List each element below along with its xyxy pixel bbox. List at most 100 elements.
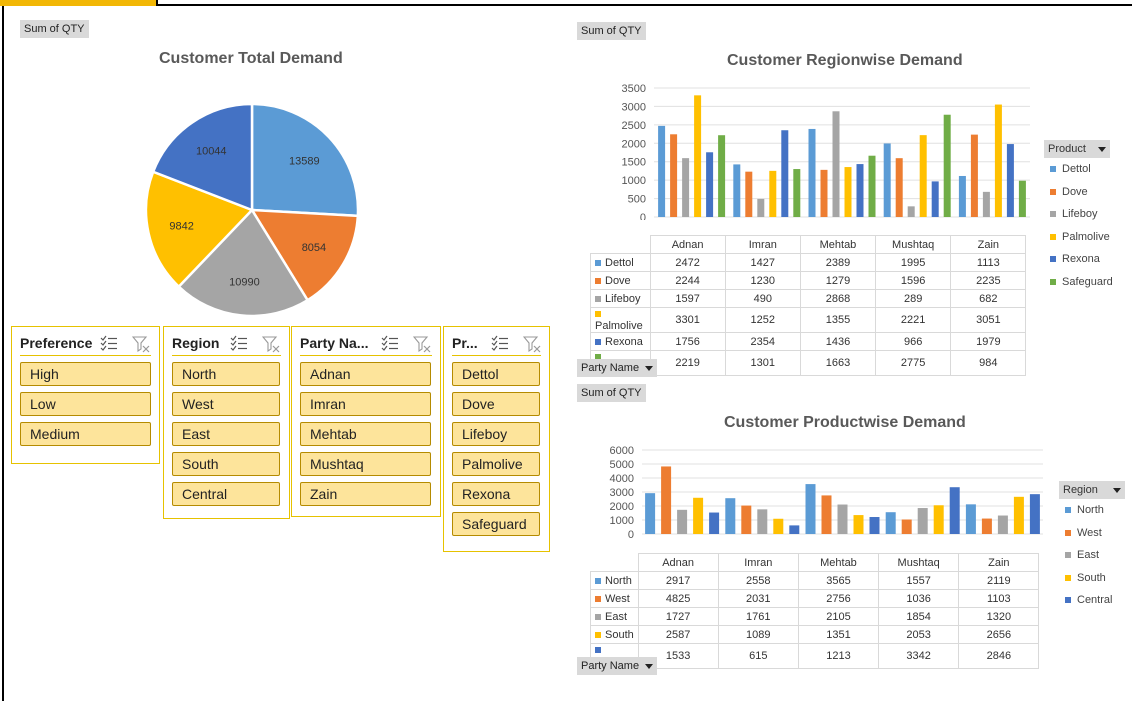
bar-central-mushtaq[interactable] (949, 487, 960, 534)
slicer-item-lifeboy[interactable]: Lifeboy (452, 422, 540, 446)
bar-east-mehtab[interactable] (837, 504, 848, 534)
bar-rexona-adnan[interactable] (706, 152, 714, 217)
slicer-item-palmolive[interactable]: Palmolive (452, 452, 540, 476)
slicer-item-west[interactable]: West (172, 392, 280, 416)
slicer-item-dove[interactable]: Dove (452, 392, 540, 416)
region-field-button[interactable]: Region (1059, 481, 1125, 499)
slicer-item-adnan[interactable]: Adnan (300, 362, 431, 386)
bar-dove-zain[interactable] (970, 134, 978, 217)
legend-item-east[interactable]: East (1059, 544, 1125, 567)
slicer-item-north[interactable]: North (172, 362, 280, 386)
bar-dettol-mushtaq[interactable] (883, 143, 891, 217)
productwise-party-name-field-button[interactable]: Party Name (577, 657, 658, 675)
bar-safeguard-zain[interactable] (1018, 180, 1026, 217)
bar-palmolive-adnan[interactable] (694, 95, 702, 217)
bar-lifeboy-mehtab[interactable] (832, 111, 840, 217)
clear-filter-icon[interactable] (132, 335, 150, 353)
slicer-item-safeguard[interactable]: Safeguard (452, 512, 540, 536)
legend-item-lifeboy[interactable]: Lifeboy (1044, 203, 1113, 226)
bar-west-zain[interactable] (981, 518, 992, 534)
bar-palmolive-mehtab[interactable] (844, 167, 852, 217)
regionwise-sum-qty-field-button[interactable]: Sum of QTY (577, 22, 646, 40)
bar-north-zain[interactable] (965, 504, 976, 534)
legend-item-dove[interactable]: Dove (1044, 181, 1113, 204)
bar-dove-mehtab[interactable] (820, 169, 828, 217)
bar-west-mushtaq[interactable] (901, 519, 912, 534)
legend-item-rexona[interactable]: Rexona (1044, 248, 1113, 271)
bar-dove-mushtaq[interactable] (895, 158, 903, 217)
slicer-item-mehtab[interactable]: Mehtab (300, 422, 431, 446)
bar-central-zain[interactable] (1029, 494, 1040, 534)
bar-dettol-imran[interactable] (733, 164, 741, 217)
product-field-button[interactable]: Product (1044, 140, 1110, 158)
legend-item-west[interactable]: West (1059, 522, 1125, 545)
clear-filter-icon[interactable] (523, 335, 541, 353)
bar-south-mehtab[interactable] (853, 515, 864, 534)
bar-safeguard-mushtaq[interactable] (943, 114, 951, 217)
slicer-item-imran[interactable]: Imran (300, 392, 431, 416)
bar-dove-adnan[interactable] (670, 134, 678, 217)
clear-filter-icon[interactable] (413, 335, 431, 353)
bar-east-adnan[interactable] (677, 509, 688, 534)
pie-slice-4[interactable] (151, 102, 254, 212)
bar-west-imran[interactable] (741, 505, 752, 534)
slicer-item-low[interactable]: Low (20, 392, 151, 416)
bar-lifeboy-imran[interactable] (757, 198, 765, 217)
bar-safeguard-imran[interactable] (793, 169, 801, 217)
bar-dettol-adnan[interactable] (658, 125, 666, 217)
bar-west-adnan[interactable] (661, 466, 672, 534)
slicer-item-mushtaq[interactable]: Mushtaq (300, 452, 431, 476)
slicer-item-dettol[interactable]: Dettol (452, 362, 540, 386)
bar-dettol-mehtab[interactable] (808, 128, 816, 217)
bar-north-adnan[interactable] (645, 493, 656, 534)
bar-south-adnan[interactable] (693, 497, 704, 534)
bar-central-mehtab[interactable] (869, 517, 880, 534)
regionwise-party-name-field-button[interactable]: Party Name (577, 359, 658, 377)
bar-lifeboy-adnan[interactable] (682, 158, 690, 217)
slicer-item-east[interactable]: East (172, 422, 280, 446)
multi-select-icon[interactable] (230, 335, 248, 353)
pie-slice-0[interactable] (250, 102, 360, 218)
bar-safeguard-mehtab[interactable] (868, 155, 876, 217)
legend-item-safeguard[interactable]: Safeguard (1044, 271, 1113, 294)
bar-south-imran[interactable] (773, 518, 784, 534)
bar-south-zain[interactable] (1013, 496, 1024, 534)
multi-select-icon[interactable] (100, 335, 118, 353)
bar-lifeboy-mushtaq[interactable] (907, 206, 915, 217)
bar-palmolive-zain[interactable] (994, 104, 1002, 217)
bar-rexona-imran[interactable] (781, 130, 789, 217)
bar-dove-imran[interactable] (745, 171, 753, 217)
multi-select-icon[interactable] (491, 335, 509, 353)
pie-sum-qty-field-button[interactable]: Sum of QTY (20, 20, 89, 38)
bar-east-zain[interactable] (997, 515, 1008, 534)
slicer-item-central[interactable]: Central (172, 482, 280, 506)
bar-east-mushtaq[interactable] (917, 508, 928, 534)
bar-east-imran[interactable] (757, 509, 768, 534)
bar-west-mehtab[interactable] (821, 495, 832, 534)
bar-north-mushtaq[interactable] (885, 512, 896, 534)
multi-select-icon[interactable] (381, 335, 399, 353)
legend-item-south[interactable]: South (1059, 567, 1125, 590)
bar-rexona-zain[interactable] (1006, 144, 1014, 217)
bar-south-mushtaq[interactable] (933, 505, 944, 534)
productwise-sum-qty-field-button[interactable]: Sum of QTY (577, 384, 646, 402)
legend-item-central[interactable]: Central (1059, 589, 1125, 612)
legend-item-north[interactable]: North (1059, 499, 1125, 522)
legend-item-palmolive[interactable]: Palmolive (1044, 226, 1113, 249)
slicer-item-south[interactable]: South (172, 452, 280, 476)
pie-slice-1[interactable] (249, 208, 360, 302)
bar-rexona-mushtaq[interactable] (931, 181, 939, 217)
bar-central-adnan[interactable] (709, 512, 720, 534)
slicer-item-rexona[interactable]: Rexona (452, 482, 540, 506)
pie-slice-2[interactable] (177, 207, 310, 318)
legend-item-dettol[interactable]: Dettol (1044, 158, 1113, 181)
bar-lifeboy-zain[interactable] (982, 191, 990, 217)
bar-dettol-zain[interactable] (958, 175, 966, 217)
bar-north-mehtab[interactable] (805, 484, 816, 534)
clear-filter-icon[interactable] (262, 335, 280, 353)
bar-palmolive-mushtaq[interactable] (919, 135, 927, 217)
slicer-item-zain[interactable]: Zain (300, 482, 431, 506)
bar-north-imran[interactable] (725, 498, 736, 534)
bar-rexona-mehtab[interactable] (856, 164, 864, 217)
bar-central-imran[interactable] (789, 525, 800, 534)
